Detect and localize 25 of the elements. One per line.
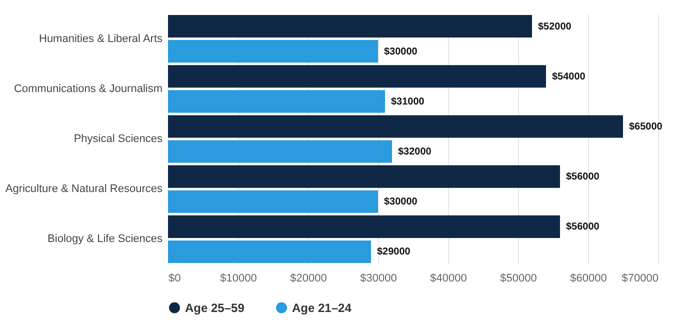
y-tick-label: Physical Sciences: [74, 133, 163, 145]
legend-label: Age 21–24: [292, 300, 352, 315]
data-label: $30000: [384, 46, 418, 58]
data-label: $65000: [629, 121, 663, 132]
y-tick-label: Biology & Life Sciences: [48, 233, 163, 246]
x-tick-label: $40000: [430, 272, 467, 284]
legend-label: Age 25–59: [185, 300, 245, 315]
data-label: $56000: [566, 172, 600, 183]
data-label: $52000: [538, 21, 572, 32]
x-tick-label: $30000: [360, 272, 397, 284]
data-label: $30000: [384, 196, 418, 208]
x-tick-label: $10000: [220, 272, 257, 284]
data-label: $29000: [377, 246, 411, 258]
y-tick-label: Agriculture & Natural Resources: [5, 183, 163, 196]
data-label: $56000: [566, 222, 600, 233]
x-tick-label: $60000: [570, 272, 607, 284]
data-label: $31000: [391, 96, 425, 108]
x-tick-label: $70000: [622, 272, 658, 284]
x-tick-label: $50000: [500, 272, 537, 284]
data-label: $32000: [398, 146, 432, 158]
data-label: $54000: [552, 71, 586, 82]
x-tick-label: $0: [168, 272, 181, 284]
y-tick-label: Humanities & Liberal Arts: [39, 32, 163, 45]
x-tick-label: $20000: [290, 272, 327, 284]
y-tick-label: Communications & Journalism: [14, 82, 162, 95]
